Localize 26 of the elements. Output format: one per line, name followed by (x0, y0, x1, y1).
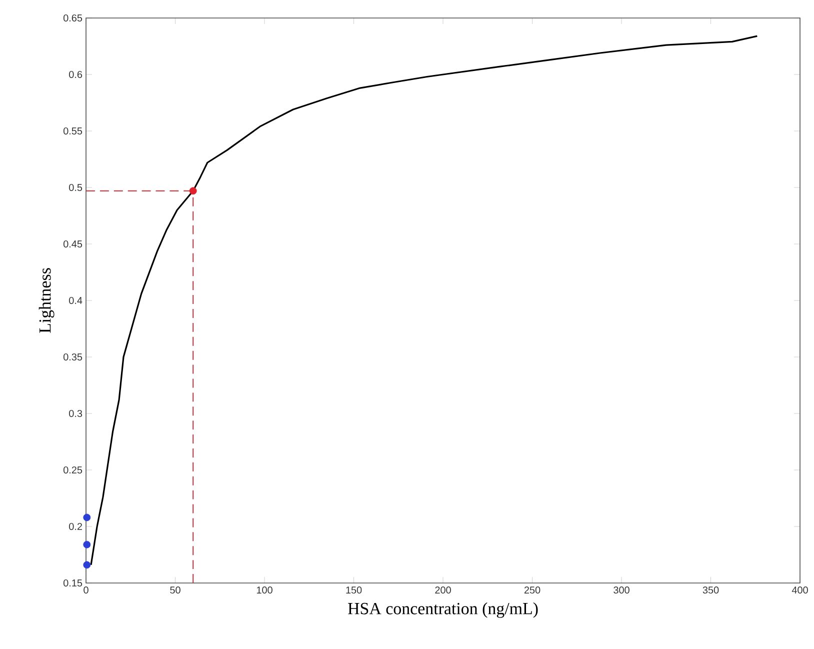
x-tick-label: 300 (614, 586, 630, 594)
y-tick-label: 0.2 (69, 522, 82, 530)
x-tick-label: 400 (792, 586, 808, 594)
y-axis-title: Lightness (38, 268, 54, 333)
y-tick-label: 0.25 (63, 466, 82, 474)
y-tick-label: 0.4 (69, 296, 82, 304)
y-tick-label: 0.5 (69, 184, 82, 192)
x-tick-label: 0 (84, 586, 88, 594)
point (83, 561, 91, 569)
x-axis-title: HSA concentration (ng/mL) (348, 602, 538, 618)
point (83, 514, 91, 522)
y-tick-label: 0.3 (69, 410, 82, 418)
y-tick-label: 0.6 (69, 70, 82, 78)
x-tick-label: 50 (170, 586, 180, 594)
y-tick-label: 0.55 (63, 127, 82, 135)
y-tick-label: 0.45 (63, 240, 82, 248)
x-tick-label: 350 (702, 586, 719, 594)
point (83, 540, 91, 548)
x-tick-label: 100 (256, 586, 272, 594)
y-tick-label: 0.35 (63, 353, 82, 361)
x-tick-label: 250 (524, 586, 540, 594)
x-tick-label: 150 (346, 586, 362, 594)
x-tick-label: 200 (435, 586, 451, 594)
point (189, 187, 197, 195)
y-tick-label: 0.65 (63, 14, 82, 22)
y-tick-label: 0.15 (63, 579, 82, 587)
